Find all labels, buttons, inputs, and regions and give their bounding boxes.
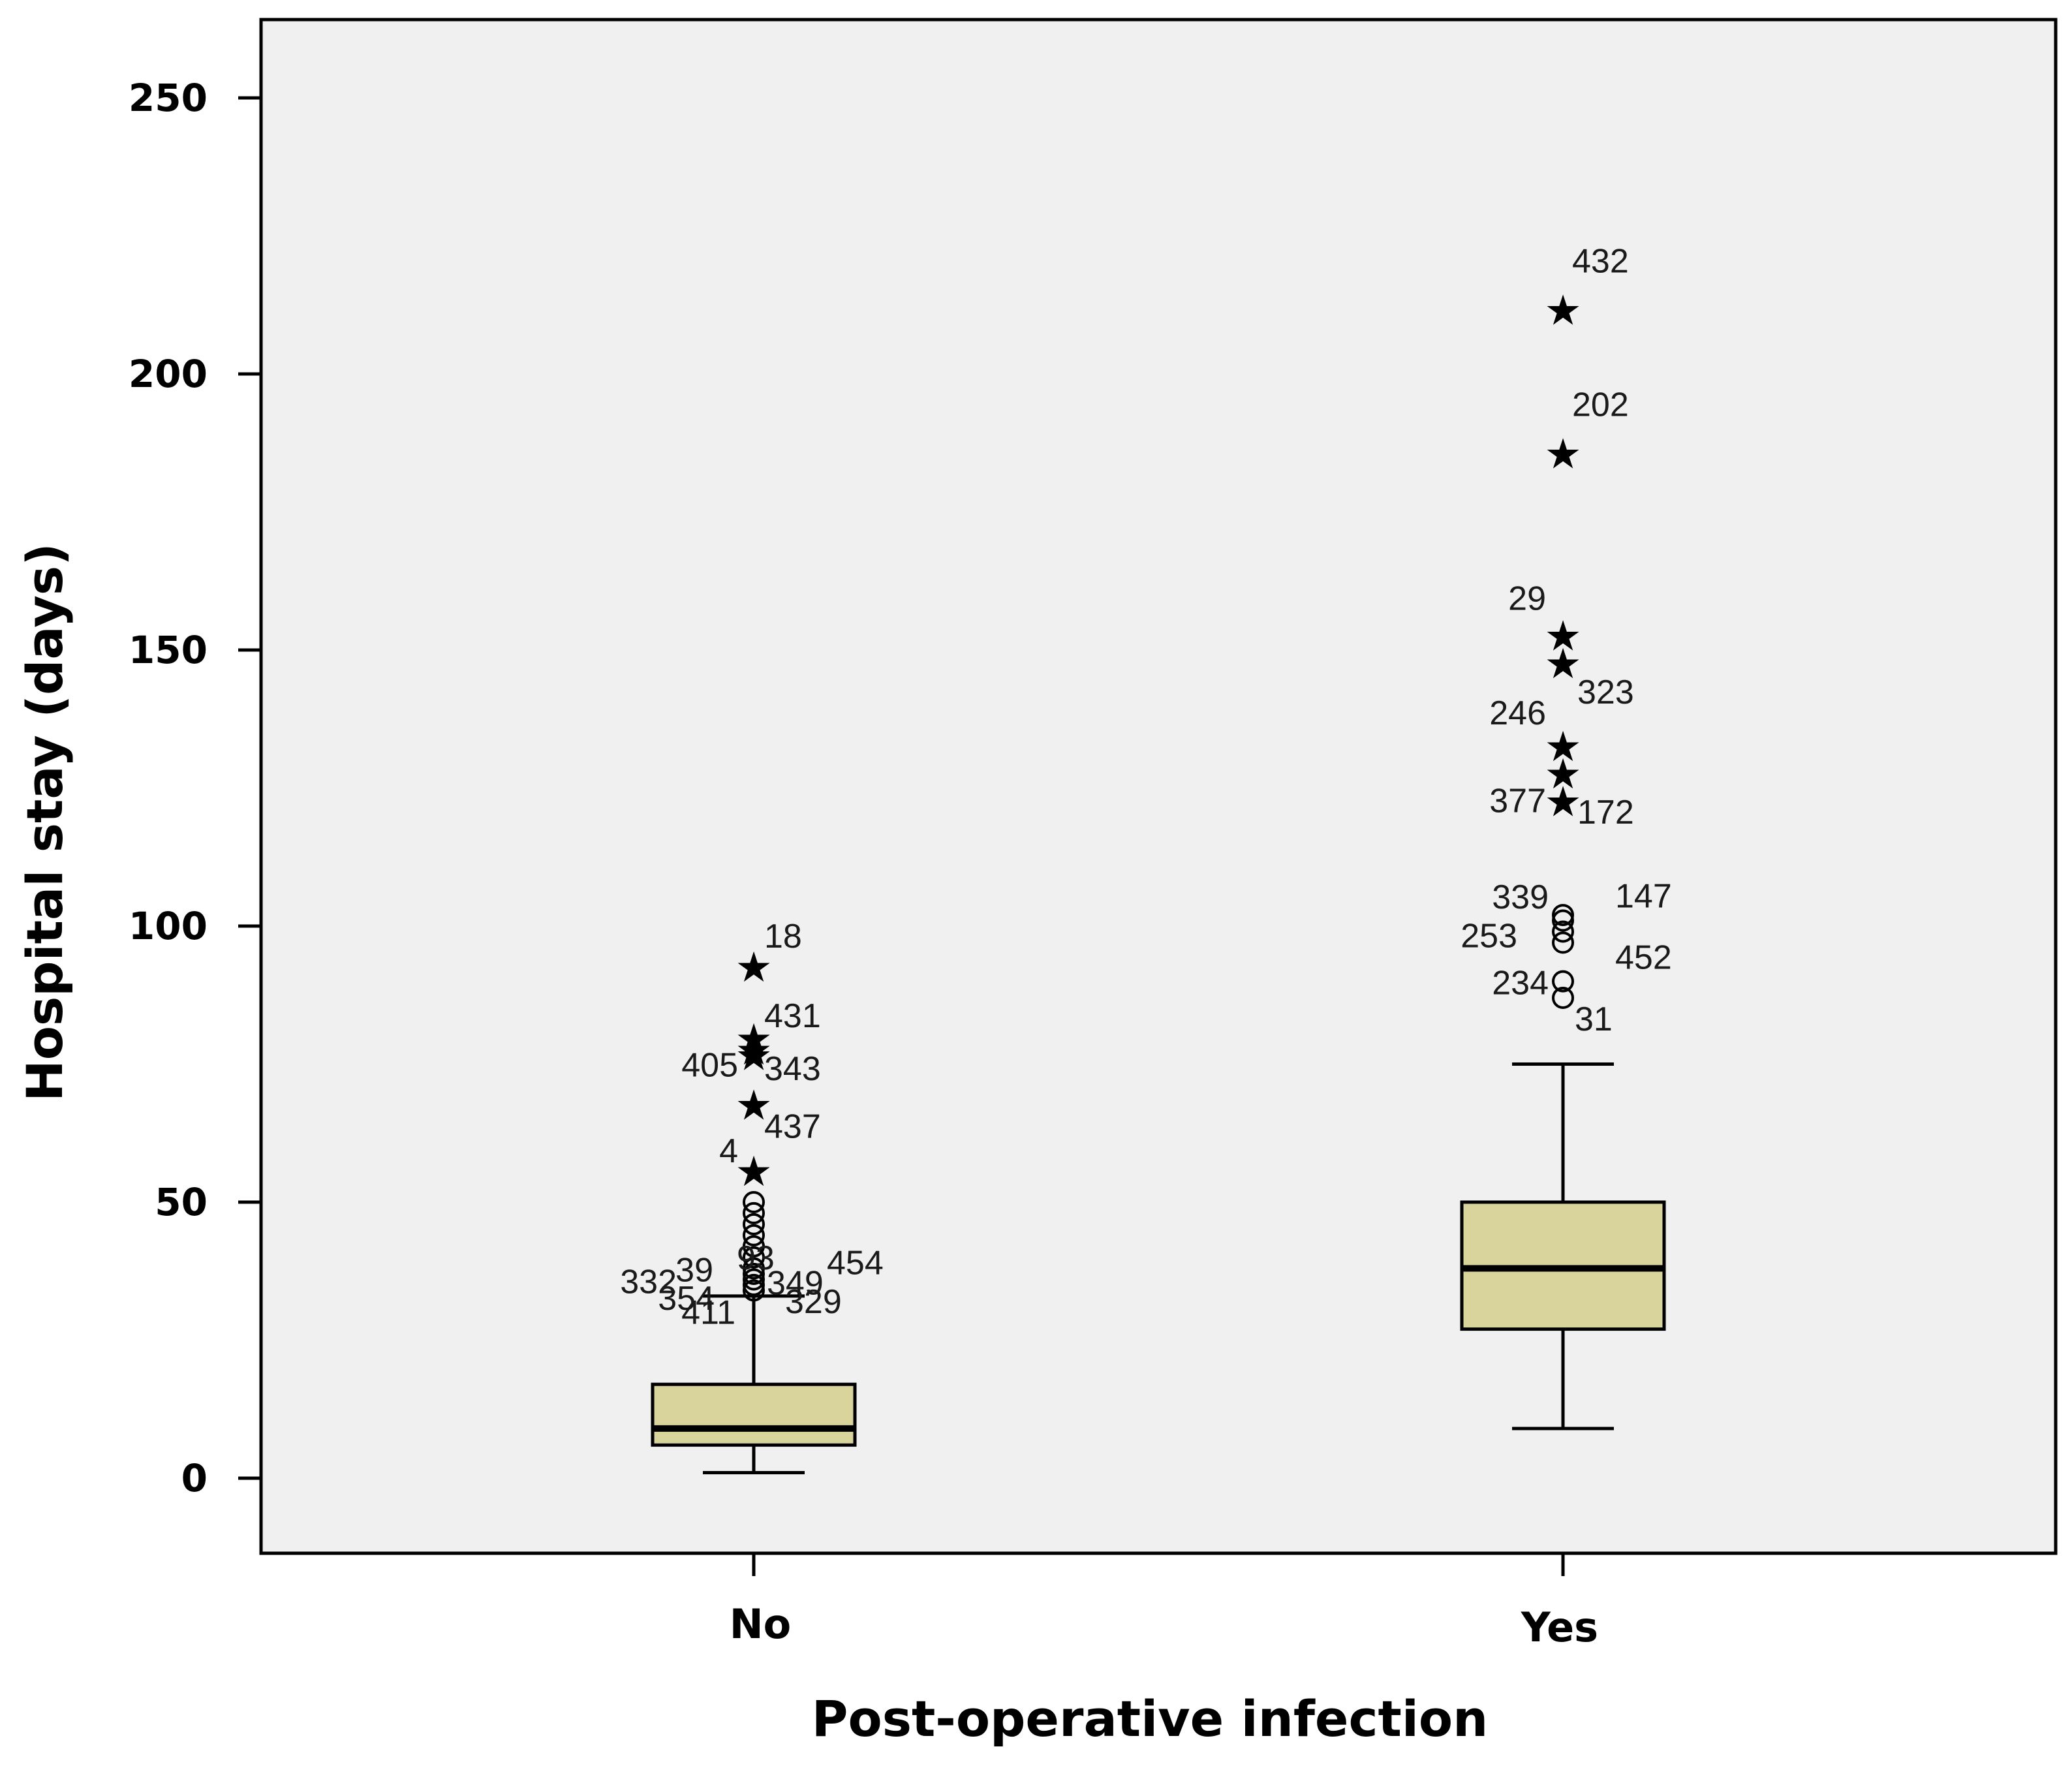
- extreme-label: 4: [719, 1132, 738, 1170]
- outlier-point: [743, 1262, 765, 1285]
- y-tick-label: 50: [155, 1180, 208, 1224]
- outlier-label: 349: [767, 1265, 824, 1303]
- extreme-label: 18: [764, 918, 802, 955]
- outlier-point: [1552, 904, 1574, 927]
- extreme-label: 323: [1577, 674, 1634, 711]
- outlier-point: [1552, 970, 1574, 993]
- outlier-point: [1552, 909, 1574, 932]
- outlier-point: [743, 1268, 765, 1291]
- extreme-point: ★: [735, 1082, 772, 1130]
- outlier-point: [1552, 931, 1574, 954]
- extreme-point: ★: [1544, 287, 1581, 335]
- extreme-point: ★: [735, 1027, 772, 1075]
- outlier-point: [743, 1213, 765, 1235]
- outlier-label: 454: [827, 1245, 884, 1282]
- outlier-point: [1552, 986, 1574, 1009]
- outlier-label: 411: [681, 1294, 735, 1331]
- outlier-label: 452: [1615, 938, 1672, 976]
- outlier-point: [1552, 920, 1574, 943]
- x-axis: No Yes: [730, 1553, 1598, 1651]
- outlier-label: 339: [1492, 878, 1549, 916]
- outlier-point: [743, 1279, 765, 1302]
- y-tick-label: 0: [181, 1456, 208, 1500]
- box-group-yes: 31234452253147339★377★172★246★323★29★202…: [1460, 242, 1672, 1431]
- plot-frame: [259, 18, 2058, 1555]
- extreme-point: ★: [735, 1032, 772, 1081]
- outlier-label: 93: [737, 1239, 775, 1277]
- y-tick-label: 200: [129, 352, 208, 396]
- extreme-label: 202: [1572, 386, 1629, 424]
- extreme-label: 172: [1577, 794, 1634, 831]
- y-tick-label: 250: [129, 76, 208, 120]
- outlier-point: [743, 1235, 765, 1258]
- extreme-label: 246: [1489, 694, 1546, 732]
- outlier-point: [743, 1191, 765, 1213]
- outlier-point: [743, 1273, 765, 1296]
- outlier-label: 354: [658, 1280, 715, 1318]
- extreme-point: ★: [735, 1148, 772, 1196]
- outlier-point: [743, 1201, 765, 1224]
- x-axis-title: Post-operative infection: [812, 1690, 1488, 1748]
- outlier-label: 31: [1575, 1000, 1613, 1038]
- iqr-box: [651, 1382, 857, 1447]
- y-axis: 0 50 100 150 200 250: [129, 76, 261, 1500]
- outlier-label: 253: [1461, 917, 1517, 955]
- y-tick-label: 150: [129, 628, 208, 672]
- extreme-label: 437: [764, 1108, 821, 1146]
- outlier-label: 234: [1492, 965, 1549, 1002]
- extreme-label: 377: [1489, 782, 1546, 820]
- extreme-point: ★: [1544, 430, 1581, 478]
- outlier-point: [743, 1246, 765, 1269]
- extreme-point: ★: [735, 1015, 772, 1064]
- extreme-label: 29: [1508, 580, 1546, 618]
- outlier-label: 329: [785, 1283, 842, 1321]
- extreme-point: ★: [1544, 778, 1581, 826]
- outlier-label: 147: [1615, 878, 1672, 916]
- extreme-point: ★: [1544, 640, 1581, 689]
- extreme-label: 432: [1572, 242, 1629, 280]
- y-axis-title: Hospital stay (days): [16, 543, 74, 1102]
- outlier-label: 332: [620, 1263, 677, 1301]
- x-category-no: No: [730, 1600, 791, 1648]
- extreme-point: ★: [1544, 751, 1581, 799]
- outlier-label: 39: [675, 1252, 713, 1290]
- extreme-label: 343: [764, 1050, 821, 1088]
- outlier-point: [743, 1257, 765, 1280]
- extreme-point: ★: [735, 944, 772, 992]
- extreme-point: ★: [1544, 613, 1581, 661]
- extreme-label: 431: [764, 997, 821, 1035]
- outlier-point: [743, 1224, 765, 1247]
- x-category-yes: Yes: [1521, 1603, 1598, 1651]
- y-tick-label: 100: [129, 904, 208, 948]
- extreme-label: 405: [681, 1047, 738, 1085]
- extreme-point: ★: [1544, 723, 1581, 771]
